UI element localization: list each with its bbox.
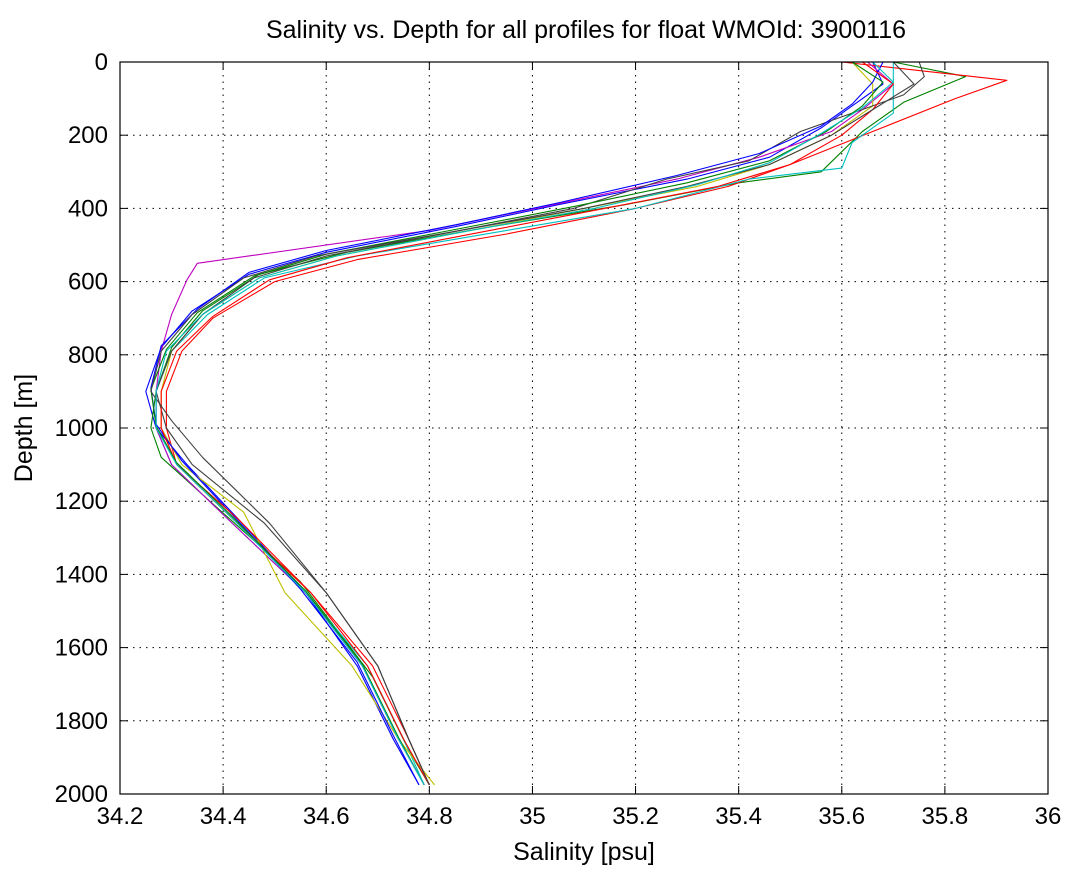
y-tick-label: 600: [68, 269, 108, 296]
y-tick-label: 1800: [55, 708, 108, 735]
y-tick-label: 1400: [55, 561, 108, 588]
chart-title: Salinity vs. Depth for all profiles for …: [266, 16, 906, 44]
x-tick-label: 35: [519, 803, 546, 830]
x-tick-label: 35.6: [818, 803, 865, 830]
x-axis-label: Salinity [psu]: [513, 838, 655, 866]
y-tick-label: 0: [95, 49, 108, 76]
profile-line-12: [155, 61, 894, 786]
y-tick-label: 200: [68, 122, 108, 149]
y-tick-label: 800: [68, 342, 108, 369]
y-tick-label: 1000: [55, 415, 108, 442]
y-tick-label: 2000: [55, 781, 108, 808]
y-tick-label: 1600: [55, 635, 108, 662]
x-tick-label: 34.2: [97, 803, 144, 830]
x-tick-label: 34.8: [406, 803, 453, 830]
x-tick-label: 35.4: [715, 803, 762, 830]
y-tick-label: 400: [68, 195, 108, 222]
x-tick-label: 35.8: [922, 803, 969, 830]
y-axis-label: Depth [m]: [10, 374, 38, 482]
profile-line-11: [150, 61, 915, 786]
x-tick-label: 36: [1035, 803, 1062, 830]
x-tick-labels: 34.2 34.4 34.6 34.8 35 35.2 35.4 35.6 35.8 36: [97, 803, 1062, 830]
axis-ticks: [119, 61, 1049, 795]
y-tick-labels: 0 200 400 600 800 1000 1200 1400 1600 1800 2000: [55, 49, 108, 808]
profile-line-7: [155, 61, 925, 786]
profile-line-9: [160, 61, 894, 786]
x-tick-label: 34.4: [200, 803, 247, 830]
x-tick-label: 34.6: [303, 803, 350, 830]
y-tick-label: 1200: [55, 488, 108, 515]
series-lines: [145, 61, 1008, 786]
plot-area: [120, 62, 1048, 794]
x-tick-label: 35.2: [612, 803, 659, 830]
